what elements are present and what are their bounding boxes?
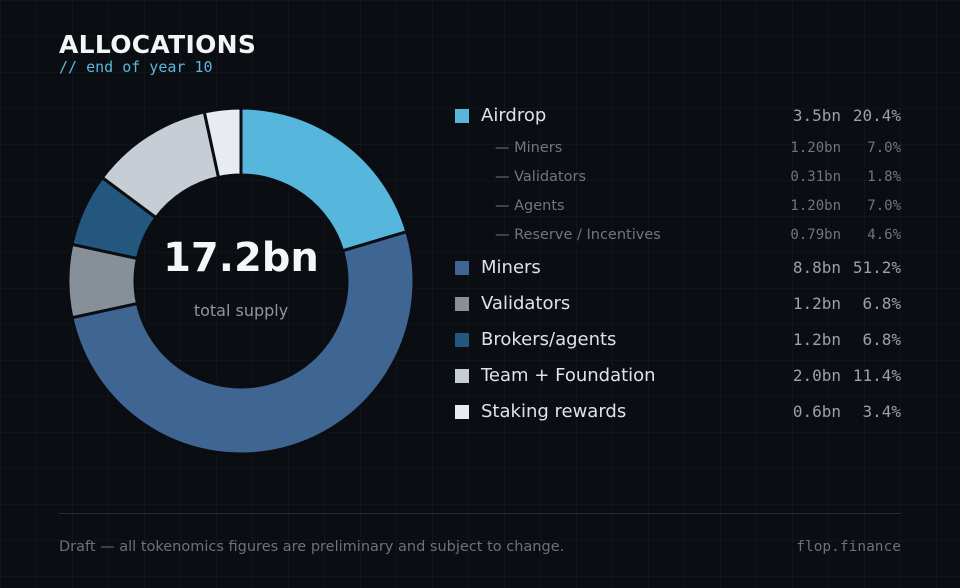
footer-site: flop.finance [796, 539, 901, 555]
legend-percent: 7.0% [867, 140, 901, 156]
legend-percent: 3.4% [862, 402, 901, 421]
legend-percent: 1.8% [867, 169, 901, 185]
footer-divider [59, 513, 901, 514]
donut-slice-miners [70, 230, 416, 456]
legend-amount: 1.2bn [792, 330, 841, 349]
total-supply-label: total supply [194, 301, 288, 320]
legend-swatch [455, 297, 469, 311]
legend-subitem-miners: — Miners 1.20bn 7.0% [455, 134, 901, 163]
legend-amount: 0.6bn [792, 402, 841, 421]
donut-slice-airdrop [239, 106, 409, 253]
legend-amount: 1.20bn [790, 140, 841, 156]
legend-item-airdrop: Airdrop 3.5bn 20.4% [455, 98, 901, 134]
footer-disclaimer: Draft — all tokenomics figures are preli… [59, 539, 565, 555]
chart-legend: Airdrop 3.5bn 20.4% — Miners 1.20bn 7.0% — Val… [455, 98, 901, 430]
donut-slice-staking-rewards [202, 106, 243, 179]
legend-item-team-foundation: Team + Foundation 2.0bn 11.4% [455, 358, 901, 394]
legend-label: — Reserve / Incentives [495, 227, 661, 243]
legend-amount: 1.20bn [790, 198, 841, 214]
legend-item-miners: Miners 8.8bn 51.2% [455, 250, 901, 286]
legend-item-brokers-agents: Brokers/agents 1.2bn 6.8% [455, 322, 901, 358]
legend-subitem-agents: — Agents 1.20bn 7.0% [455, 192, 901, 221]
legend-label: Airdrop [481, 105, 547, 126]
total-supply-value: 17.2bn [163, 235, 319, 281]
legend-amount: 0.79bn [790, 227, 841, 243]
legend-swatch [455, 261, 469, 275]
legend-swatch [455, 333, 469, 347]
legend-amount: 8.8bn [792, 258, 841, 277]
legend-label: — Agents [495, 198, 565, 214]
legend-amount: 1.2bn [792, 294, 841, 313]
page-title: ALLOCATIONS [59, 30, 257, 59]
legend-percent: 11.4% [852, 366, 901, 385]
legend-label: — Validators [495, 169, 587, 185]
legend-label: Team + Foundation [481, 365, 656, 386]
legend-item-staking-rewards: Staking rewards 0.6bn 3.4% [455, 394, 901, 430]
legend-amount: 0.31bn [790, 169, 841, 185]
legend-percent: 6.8% [862, 294, 901, 313]
legend-label: Miners [481, 257, 541, 278]
legend-subitem-reserve-incentives: — Reserve / Incentives 0.79bn 4.6% [455, 221, 901, 250]
legend-subitem-validators: — Validators 0.31bn 1.8% [455, 163, 901, 192]
page-subtitle: // end of year 10 [59, 58, 213, 76]
legend-item-validators: Validators 1.2bn 6.8% [455, 286, 901, 322]
legend-swatch [455, 109, 469, 123]
legend-percent: 20.4% [852, 106, 901, 125]
legend-label: Brokers/agents [481, 329, 617, 350]
legend-percent: 51.2% [852, 258, 901, 277]
legend-swatch [455, 369, 469, 383]
legend-amount: 3.5bn [792, 106, 841, 125]
legend-percent: 7.0% [867, 198, 901, 214]
legend-swatch [455, 405, 469, 419]
legend-amount: 2.0bn [792, 366, 841, 385]
legend-percent: 6.8% [862, 330, 901, 349]
legend-percent: 4.6% [867, 227, 901, 243]
legend-label: Validators [481, 293, 571, 314]
legend-label: — Miners [495, 140, 563, 156]
legend-label: Staking rewards [481, 401, 627, 422]
